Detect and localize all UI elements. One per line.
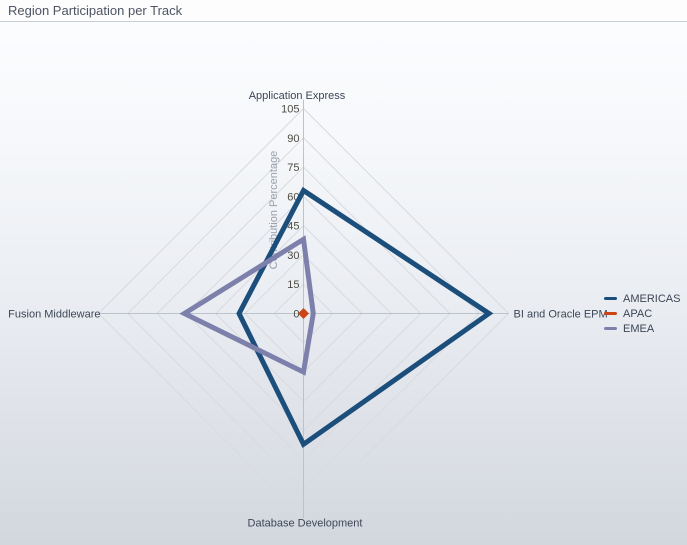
tick-label: 30 [287,250,299,262]
legend-label-apac: APAC [623,307,653,320]
chart-title-bar: Region Participation per Track [0,0,687,22]
legend-swatch-emea-icon [604,327,617,330]
legend-swatch-apac-icon [604,312,617,315]
series-polygon-emea[interactable] [179,235,316,376]
tick-label: 0 [293,309,299,321]
legend-label-emea: EMEA [623,322,655,335]
chart-title: Region Participation per Track [8,3,183,18]
category-label: BI and Oracle EPM [514,309,608,321]
tick-label: 15 [287,279,299,291]
legend-swatch-americas-icon [604,297,617,300]
legend-label-americas: AMERICAS [623,292,681,305]
tick-label: 90 [287,133,299,145]
category-label: Application Express [249,90,346,102]
series-polygon-apac[interactable] [298,308,309,319]
legend-item-emea[interactable]: EMEA [604,321,680,336]
legend-item-americas[interactable]: AMERICAS [604,291,680,306]
legend-item-apac[interactable]: APAC [604,306,680,321]
tick-label: 45 [287,221,299,233]
legend: AMERICAS APAC EMEA [604,291,680,336]
category-label: Database Development [248,518,363,530]
category-label: Fusion Middleware [8,309,100,321]
series-polygon-americas[interactable] [236,186,494,449]
tick-label: 75 [287,162,299,174]
tick-label: 105 [281,104,299,116]
